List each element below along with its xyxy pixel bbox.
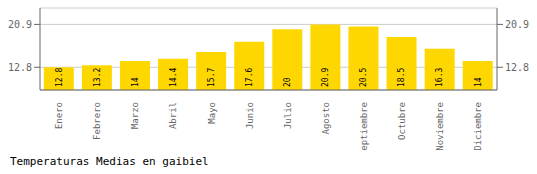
svg-text:14: 14 xyxy=(474,77,483,87)
svg-text:20.9: 20.9 xyxy=(321,68,330,87)
svg-text:Abril: Abril xyxy=(168,102,178,129)
svg-text:Junio: Junio xyxy=(245,102,255,129)
svg-text:Marzo: Marzo xyxy=(130,102,140,129)
svg-text:20.9: 20.9 xyxy=(8,19,32,30)
svg-text:Noviembre: Noviembre xyxy=(435,102,445,150)
svg-text:15.7: 15.7 xyxy=(207,68,216,87)
svg-text:20.5: 20.5 xyxy=(359,68,368,87)
svg-text:12.8: 12.8 xyxy=(505,62,529,73)
svg-text:12.8: 12.8 xyxy=(55,68,64,87)
svg-text:Julio: Julio xyxy=(283,102,293,129)
svg-text:20: 20 xyxy=(283,77,292,87)
svg-text:14.4: 14.4 xyxy=(169,68,178,87)
svg-text:Mayo: Mayo xyxy=(207,102,217,124)
svg-text:14: 14 xyxy=(131,77,140,87)
svg-text:Septiembre: Septiembre xyxy=(359,102,369,150)
svg-text:Agosto: Agosto xyxy=(321,102,331,135)
svg-text:Octubre: Octubre xyxy=(397,102,407,140)
svg-text:Diciembre: Diciembre xyxy=(473,102,483,150)
svg-text:Febrero: Febrero xyxy=(92,102,102,140)
svg-text:Enero: Enero xyxy=(54,102,64,129)
html-text:Temperaturas Medias en gaibiel: Temperaturas Medias en gaibiel xyxy=(10,155,209,168)
svg-text:17.6: 17.6 xyxy=(245,68,254,87)
svg-text:16.3: 16.3 xyxy=(435,68,444,87)
svg-text:12.8: 12.8 xyxy=(8,62,32,73)
svg-text:13.2: 13.2 xyxy=(93,68,102,87)
svg-text:18.5: 18.5 xyxy=(397,68,406,87)
svg-text:20.9: 20.9 xyxy=(505,19,529,30)
